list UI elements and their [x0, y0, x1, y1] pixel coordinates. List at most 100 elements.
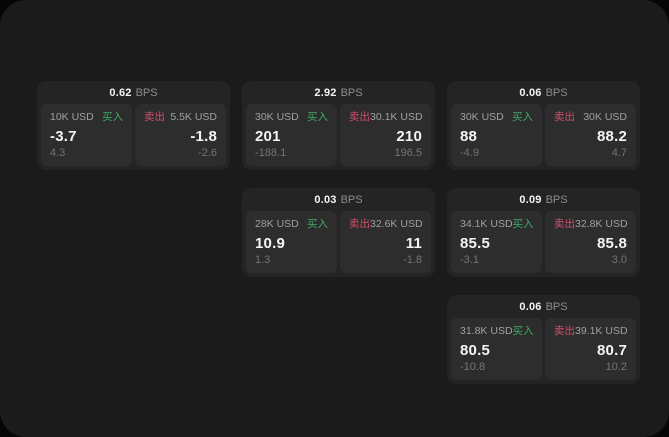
- sell-panel[interactable]: 卖出 30.1K USD 210 196.5: [340, 104, 431, 166]
- sell-panel[interactable]: 卖出 30K USD 88.2 4.7: [545, 104, 636, 166]
- sell-panel-top: 卖出 30.1K USD: [349, 111, 423, 124]
- quote-card-3: 0.06 BPS 30K USD 买入 88 -4.9 卖出 30K USD 8…: [447, 81, 640, 170]
- sell-sub-value: 4.7: [611, 147, 627, 159]
- sell-side-label: 卖出: [349, 218, 370, 230]
- bps-suffix-label: BPS: [545, 300, 568, 313]
- quote-grid: 0.62 BPS 10K USD 买入 -3.7 4.3 卖出 5.5K USD…: [37, 81, 640, 384]
- sell-panel-top: 卖出 30K USD: [554, 111, 627, 124]
- buy-panel[interactable]: 30K USD 买入 201 -188.1: [246, 104, 337, 166]
- buy-price: 80.5: [460, 342, 490, 359]
- sell-side-label: 卖出: [554, 218, 575, 230]
- buy-panel-top: 28K USD 买入: [255, 218, 328, 231]
- buy-price: 85.5: [460, 235, 490, 252]
- sell-size-label: 32.6K USD: [370, 218, 423, 230]
- buy-size-label: 28K USD: [255, 218, 299, 230]
- buy-price: 88: [460, 128, 478, 145]
- sell-panel-top: 卖出 32.6K USD: [349, 218, 423, 231]
- buy-side-label: 买入: [512, 325, 534, 337]
- buy-panel-top: 30K USD 买入: [255, 111, 328, 124]
- sell-sub-value: 196.5: [394, 147, 422, 159]
- sell-price: 88.2: [597, 128, 627, 145]
- quote-panels: 34.1K USD 买入 85.5 -3.1 卖出 32.8K USD 85.8…: [451, 211, 636, 273]
- buy-panel-top: 34.1K USD 买入: [460, 218, 534, 231]
- buy-panel[interactable]: 28K USD 买入 10.9 1.3: [246, 211, 337, 273]
- buy-sub-value: 1.3: [255, 254, 271, 266]
- buy-panel-top: 30K USD 买入: [460, 111, 533, 124]
- bps-suffix-label: BPS: [545, 86, 568, 99]
- bps-value: 0.06: [519, 86, 542, 99]
- buy-panel[interactable]: 34.1K USD 买入 85.5 -3.1: [451, 211, 542, 273]
- buy-size-label: 31.8K USD: [460, 325, 513, 337]
- buy-panel-top: 31.8K USD 买入: [460, 325, 534, 338]
- sell-size-label: 32.8K USD: [575, 218, 628, 230]
- buy-side-label: 买入: [307, 111, 328, 123]
- buy-sub-value: -3.1: [460, 254, 479, 266]
- buy-sub-value: -4.9: [460, 147, 479, 159]
- sell-panel[interactable]: 卖出 39.1K USD 80.7 10.2: [545, 318, 636, 380]
- quote-card-6: 0.06 BPS 31.8K USD 买入 80.5 -10.8 卖出 39.1…: [447, 295, 640, 384]
- buy-panel[interactable]: 10K USD 买入 -3.7 4.3: [41, 104, 132, 166]
- card-header: 2.92 BPS: [246, 81, 431, 104]
- sell-panel-top: 卖出 39.1K USD: [554, 325, 628, 338]
- sell-size-label: 30.1K USD: [370, 111, 423, 123]
- card-header: 0.06 BPS: [451, 81, 636, 104]
- sell-sub-value: 10.2: [605, 361, 627, 373]
- sell-side-label: 卖出: [349, 111, 370, 123]
- sell-price: 210: [396, 128, 422, 145]
- sell-sub-value: -1.8: [403, 254, 422, 266]
- buy-size-label: 30K USD: [255, 111, 299, 123]
- card-header: 0.62 BPS: [41, 81, 226, 104]
- bps-suffix-label: BPS: [340, 193, 363, 206]
- bps-value: 0.09: [519, 193, 542, 206]
- sell-size-label: 30K USD: [583, 111, 627, 123]
- buy-side-label: 买入: [512, 111, 533, 123]
- buy-side-label: 买入: [102, 111, 123, 123]
- buy-sub-value: -188.1: [255, 147, 287, 159]
- buy-size-label: 10K USD: [50, 111, 94, 123]
- sell-panel[interactable]: 卖出 32.8K USD 85.8 3.0: [545, 211, 636, 273]
- quote-panels: 30K USD 买入 88 -4.9 卖出 30K USD 88.2 4.7: [451, 104, 636, 166]
- quote-panels: 31.8K USD 买入 80.5 -10.8 卖出 39.1K USD 80.…: [451, 318, 636, 380]
- sell-panel-top: 卖出 32.8K USD: [554, 218, 628, 231]
- sell-side-label: 卖出: [554, 111, 575, 123]
- buy-price: -3.7: [50, 128, 77, 145]
- quote-panels: 30K USD 买入 201 -188.1 卖出 30.1K USD 210 1…: [246, 104, 431, 166]
- buy-size-label: 30K USD: [460, 111, 504, 123]
- buy-price: 10.9: [255, 235, 285, 252]
- bps-value: 2.92: [314, 86, 337, 99]
- sell-price: 80.7: [597, 342, 627, 359]
- bps-value: 0.03: [314, 193, 337, 206]
- card-header: 0.09 BPS: [451, 188, 636, 211]
- sell-price: 11: [405, 235, 422, 252]
- quote-card-5: 0.09 BPS 34.1K USD 买入 85.5 -3.1 卖出 32.8K…: [447, 188, 640, 277]
- quote-card-1: 0.62 BPS 10K USD 买入 -3.7 4.3 卖出 5.5K USD…: [37, 81, 230, 170]
- quote-card-2: 2.92 BPS 30K USD 买入 201 -188.1 卖出 30.1K …: [242, 81, 435, 170]
- buy-size-label: 34.1K USD: [460, 218, 513, 230]
- card-header: 0.06 BPS: [451, 295, 636, 318]
- buy-sub-value: 4.3: [50, 147, 66, 159]
- sell-panel[interactable]: 卖出 5.5K USD -1.8 -2.6: [135, 104, 226, 166]
- buy-panel-top: 10K USD 买入: [50, 111, 123, 124]
- bps-value: 0.06: [519, 300, 542, 313]
- sell-panel[interactable]: 卖出 32.6K USD 11 -1.8: [340, 211, 431, 273]
- sell-panel-top: 卖出 5.5K USD: [144, 111, 217, 124]
- buy-side-label: 买入: [512, 218, 534, 230]
- sell-size-label: 5.5K USD: [170, 111, 217, 123]
- sell-size-label: 39.1K USD: [575, 325, 628, 337]
- buy-sub-value: -10.8: [460, 361, 486, 373]
- bps-suffix-label: BPS: [545, 193, 568, 206]
- sell-side-label: 卖出: [144, 111, 165, 123]
- quote-panels: 10K USD 买入 -3.7 4.3 卖出 5.5K USD -1.8 -2.…: [41, 104, 226, 166]
- quote-card-4: 0.03 BPS 28K USD 买入 10.9 1.3 卖出 32.6K US…: [242, 188, 435, 277]
- buy-panel[interactable]: 31.8K USD 买入 80.5 -10.8: [451, 318, 542, 380]
- sell-price: -1.8: [190, 128, 217, 145]
- bps-value: 0.62: [109, 86, 132, 99]
- buy-price: 201: [255, 128, 281, 145]
- buy-side-label: 买入: [307, 218, 328, 230]
- sell-sub-value: 3.0: [611, 254, 627, 266]
- bps-suffix-label: BPS: [340, 86, 363, 99]
- buy-panel[interactable]: 30K USD 买入 88 -4.9: [451, 104, 542, 166]
- card-header: 0.03 BPS: [246, 188, 431, 211]
- bps-suffix-label: BPS: [135, 86, 158, 99]
